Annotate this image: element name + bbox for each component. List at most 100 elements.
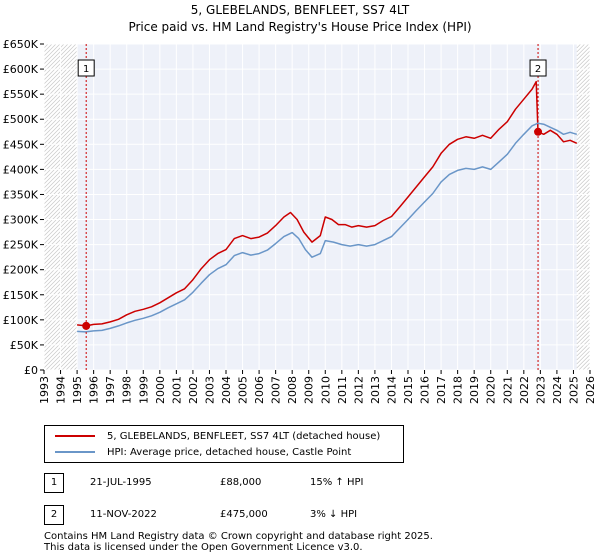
x-tick-label: 1995: [71, 376, 84, 404]
hatch-right-line: [576, 46, 591, 61]
hatch-right-line: [576, 350, 591, 365]
series-line-hpi: [77, 122, 578, 333]
y-tick-label: £150K: [3, 289, 39, 302]
legend-swatch-hpi: [55, 451, 95, 453]
x-tick-label: 2015: [402, 376, 415, 404]
hatch-right-line: [576, 278, 591, 293]
sale-marker-1-box: [77, 59, 95, 77]
hatch-right-line: [576, 354, 591, 369]
sale-date: 21-JUL-1995: [90, 477, 152, 488]
hatch-right-line: [576, 322, 591, 337]
legend-label-property: 5, GLEBELANDS, BENFLEET, SS7 4LT (detach…: [107, 430, 381, 442]
x-tick-label: 2006: [253, 376, 266, 404]
sale-marker-1-point: [82, 321, 91, 330]
hatch-right-line: [576, 194, 591, 209]
x-tick-label: 2024: [551, 376, 564, 404]
hatch-left-line: [43, 43, 77, 77]
legend-item-property: 5, GLEBELANDS, BENFLEET, SS7 4LT (detach…: [55, 428, 380, 444]
hatch-right-line: [576, 126, 591, 141]
y-tick-label: £300K: [3, 214, 39, 227]
hatch-right-line: [576, 142, 591, 157]
x-tick-label: 2016: [419, 376, 432, 404]
x-tick-label: 2008: [286, 376, 299, 404]
hatch-right-line: [576, 190, 591, 205]
hatch-left-line: [43, 43, 53, 53]
sale-badge: 2: [44, 505, 64, 525]
hatch-right-line: [576, 110, 591, 125]
hatch-right-line: [576, 54, 591, 69]
hatch-left-line: [65, 358, 78, 371]
footer-line2: This data is licensed under the Open Gov…: [44, 542, 363, 553]
sale-hpi-change: 3% ↓ HPI: [310, 509, 358, 520]
hatch-right-line: [582, 362, 591, 371]
y-tick-label: £400K: [3, 163, 39, 176]
axis-layer: £0 £50K £100K £150K £200K £250K £300K £350K £400…: [3, 38, 597, 404]
y-tick-label: £500K: [3, 113, 39, 126]
hatch-right-line: [576, 43, 590, 57]
sale-marker-2-box: [529, 59, 547, 77]
hatch-right-line: [576, 270, 591, 285]
x-tick-label: 2003: [203, 376, 216, 404]
sale-marker-2-point: [534, 127, 543, 136]
hatch-right-line: [576, 202, 591, 217]
chart-title-line2: Price paid vs. HM Land Registry's House …: [128, 20, 472, 34]
footer-line1: Contains HM Land Registry data © Crown c…: [44, 531, 433, 542]
hatch-right-line: [576, 198, 591, 213]
x-tick-label: 2007: [270, 376, 283, 404]
hatch-right-line: [576, 130, 591, 145]
hatch-right-line: [576, 134, 591, 149]
hatch-right-line: [576, 174, 591, 189]
hatch-left-line: [43, 43, 69, 69]
y-tick-label: £50K: [10, 339, 39, 352]
x-tick-label: 2013: [369, 376, 382, 404]
x-tick-label: 2018: [452, 376, 465, 404]
hatch-right-line: [576, 214, 591, 229]
x-tick-label: 2009: [303, 376, 316, 404]
hatch-right-line: [576, 206, 591, 221]
hatch-right-line: [578, 358, 591, 371]
hatch-right-line: [586, 366, 591, 371]
x-tick-label: 1994: [55, 376, 68, 404]
hatch-right-line: [576, 150, 591, 165]
hatch-right-line: [576, 186, 591, 201]
x-tick-label: 2026: [584, 376, 597, 404]
hatch-right-line: [576, 102, 591, 117]
y-tick-label: £450K: [3, 138, 39, 151]
hatch-right-line: [576, 230, 591, 245]
hatch-right-line: [576, 118, 591, 133]
y-tick-label: £550K: [3, 88, 39, 101]
hatch-right-line: [576, 346, 591, 361]
hatch-right-line: [576, 154, 591, 169]
hatch-right-line: [576, 122, 591, 137]
y-tick-label: £350K: [3, 188, 39, 201]
hatch-right-line: [576, 250, 591, 265]
hatch-right-line: [576, 106, 591, 121]
grid-layer: [43, 43, 591, 371]
hatch-left-line: [73, 366, 78, 371]
hatch-right-line: [576, 290, 591, 305]
y-tick-label: £650K: [3, 38, 39, 51]
plot-background: [44, 44, 590, 370]
hatch-right-line: [576, 306, 591, 321]
hatch-right-line: [576, 314, 591, 329]
y-tick-label: £200K: [3, 264, 39, 277]
hatch-right-line: [576, 294, 591, 309]
x-tick-label: 2017: [435, 376, 448, 404]
footer: Contains HM Land Registry data © Crown c…: [44, 531, 433, 553]
hatch-left-line: [43, 43, 73, 73]
legend-item-hpi: HPI: Average price, detached house, Cast…: [55, 444, 351, 460]
hatch-right-line: [576, 138, 591, 153]
hatch-left-line: [45, 338, 78, 371]
hatch-left-line: [43, 43, 61, 61]
x-tick-label: 2019: [468, 376, 481, 404]
y-tick-label: £600K: [3, 63, 39, 76]
y-tick-label: £250K: [3, 239, 39, 252]
hatch-right-line: [576, 170, 591, 185]
x-tick-label: 1993: [38, 376, 51, 404]
hatch-right-line: [576, 310, 591, 325]
x-tick-label: 2002: [187, 376, 200, 404]
x-tick-label: 2020: [485, 376, 498, 404]
hatch-right-line: [576, 74, 591, 89]
hatch-left-line: [57, 350, 78, 371]
